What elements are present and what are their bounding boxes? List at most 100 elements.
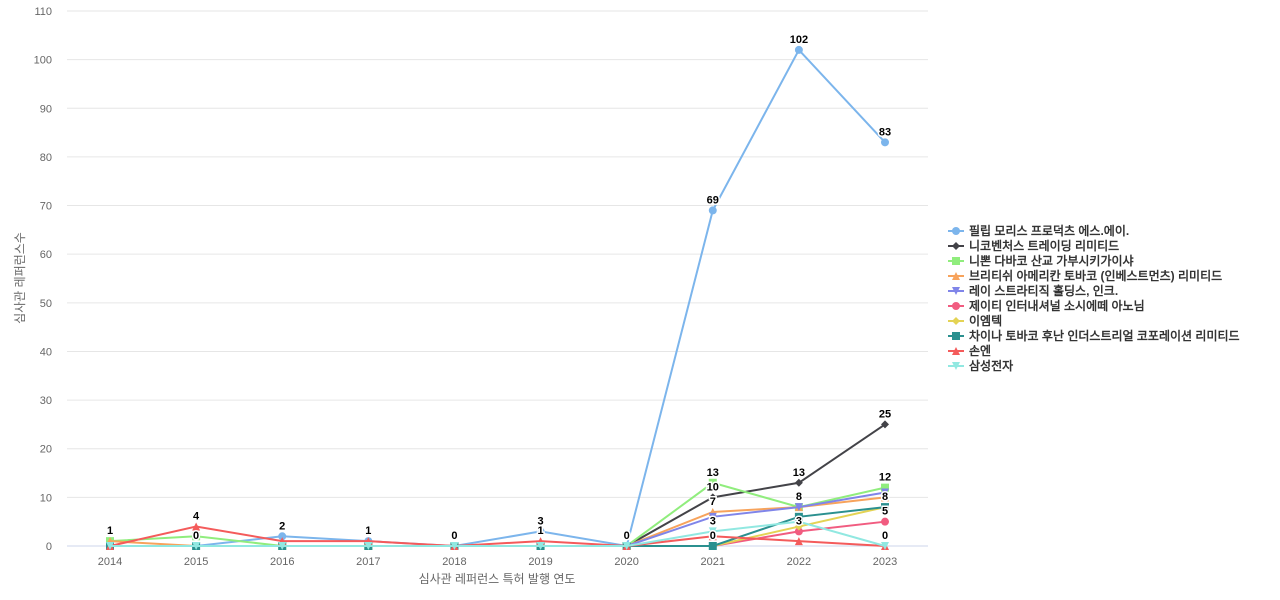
legend-marker-icon [952, 241, 960, 250]
data-label: 2 [279, 520, 285, 532]
legend-label: 필립 모리스 프로덕츠 에스.에이. [969, 224, 1130, 238]
legend-symbol-icon [948, 256, 964, 265]
data-point [881, 483, 889, 492]
series-line [110, 48, 886, 548]
legend-symbol-icon [948, 316, 964, 325]
series-0[interactable] [106, 45, 889, 550]
legend-item[interactable]: 제이티 인터내셔널 소시에떼 아노님 [948, 298, 1240, 313]
data-label: 8 [796, 491, 802, 503]
data-label: 5 [882, 506, 888, 518]
data-label: 3 [537, 515, 543, 527]
y-tick-label: 50 [40, 298, 52, 310]
data-point [708, 206, 717, 215]
legend-item[interactable]: 필립 모리스 프로덕츠 에스.에이. [948, 223, 1240, 238]
data-label: 69 [707, 194, 719, 206]
legend-item[interactable]: 삼성전자 [948, 358, 1240, 373]
data-label: 13 [707, 467, 719, 479]
legend-symbol-icon [948, 241, 964, 250]
legend-label: 레이 스트라티직 홀딩스, 인크. [969, 284, 1119, 298]
x-tick-label: 2018 [442, 556, 466, 568]
legend-item[interactable]: 브리티쉬 아메리칸 토바코 (인베스트먼츠) 리미티드 [948, 268, 1240, 283]
y-tick-label: 40 [40, 346, 52, 358]
legend-symbol-icon [948, 346, 964, 355]
data-label: 4 [193, 511, 200, 523]
data-point [708, 512, 717, 521]
legend-marker-icon [952, 316, 960, 325]
legend-label: 니코벤처스 트레이딩 리미티드 [969, 239, 1120, 253]
legend: 필립 모리스 프로덕츠 에스.에이. 니코벤처스 트레이딩 리미티드 니뽄 다바코 … [948, 223, 1240, 373]
data-point [106, 542, 114, 550]
data-label: 0 [710, 530, 716, 542]
data-point [708, 527, 717, 536]
series-line [109, 525, 886, 548]
legend-label: 차이나 토바코 후난 인더스트리얼 코포레이션 리미티드 [969, 329, 1240, 343]
legend-symbol-icon [948, 331, 964, 340]
data-label: 0 [451, 530, 457, 542]
data-point [536, 527, 545, 536]
data-point [794, 503, 803, 512]
y-tick-label: 110 [34, 6, 52, 18]
legend-label: 이엠텍 [969, 314, 1003, 328]
legend-label: 니뽄 다바코 산교 가부시키가이샤 [969, 254, 1134, 268]
legend-marker-icon [952, 226, 960, 235]
legend-symbol-icon [948, 301, 964, 310]
x-tick-label: 2023 [873, 556, 897, 568]
y-tick-label: 0 [46, 541, 52, 553]
data-point [278, 542, 287, 550]
legend-item[interactable]: 레이 스트라티직 홀딩스, 인크. [948, 283, 1240, 298]
legend-item[interactable]: 이엠텍 [948, 313, 1240, 328]
data-label: 25 [879, 408, 891, 420]
data-point [881, 138, 889, 147]
legend-marker-icon [952, 301, 960, 310]
data-point [794, 478, 803, 487]
data-label: 0 [624, 530, 630, 542]
y-tick-label: 80 [40, 152, 52, 164]
data-point [881, 488, 889, 497]
legend-marker-icon [952, 361, 960, 370]
legend-item[interactable]: 니뽄 다바코 산교 가부시키가이샤 [948, 253, 1240, 268]
data-point [708, 493, 717, 502]
data-label: 102 [790, 34, 808, 46]
data-point [881, 503, 889, 512]
legend-symbol-icon [948, 226, 964, 235]
x-tick-label: 2020 [614, 556, 638, 568]
data-point [192, 522, 201, 531]
data-label: 1 [365, 525, 371, 537]
data-point [794, 517, 803, 526]
legend-item[interactable]: 차이나 토바코 후난 인더스트리얼 코포레이션 리미티드 [948, 328, 1240, 343]
legend-symbol-icon [948, 286, 964, 295]
legend-marker-icon [952, 271, 960, 280]
y-tick-label: 70 [40, 201, 52, 213]
data-label: 3 [796, 515, 802, 527]
data-label: 83 [879, 126, 891, 138]
data-point [794, 537, 803, 546]
data-point [881, 542, 889, 550]
data-point [708, 532, 717, 541]
legend-label: 삼성전자 [969, 359, 1014, 373]
legend-label: 브리티쉬 아메리칸 토바코 (인베스트먼츠) 리미티드 [969, 269, 1223, 283]
legend-label: 제이티 인터내셔널 소시에떼 아노님 [969, 299, 1145, 313]
legend-symbol-icon [948, 271, 964, 280]
legend-item[interactable]: 니코벤처스 트레이딩 리미티드 [948, 238, 1240, 253]
legend-marker-icon [952, 346, 960, 355]
data-point [794, 512, 803, 521]
data-point [622, 542, 631, 550]
x-tick-label: 2014 [98, 556, 122, 568]
x-axis-title: 심사관 레퍼런스 특허 발행 연도 [419, 571, 576, 586]
data-label: 0 [193, 530, 199, 542]
data-label: 0 [882, 530, 888, 542]
legend-item[interactable]: 손엔 [948, 343, 1240, 358]
data-point [450, 542, 459, 550]
y-tick-label: 100 [34, 55, 52, 67]
legend-marker-icon [952, 256, 960, 265]
series-3[interactable] [106, 493, 889, 550]
series-9[interactable] [106, 517, 889, 550]
data-label: 7 [710, 496, 716, 508]
data-point [192, 532, 201, 541]
data-label: 3 [710, 515, 716, 527]
data-label: 8 [882, 491, 888, 503]
data-point [708, 478, 717, 487]
series-line [110, 520, 886, 547]
x-tick-label: 2016 [270, 556, 294, 568]
data-label: 1 [107, 525, 113, 537]
